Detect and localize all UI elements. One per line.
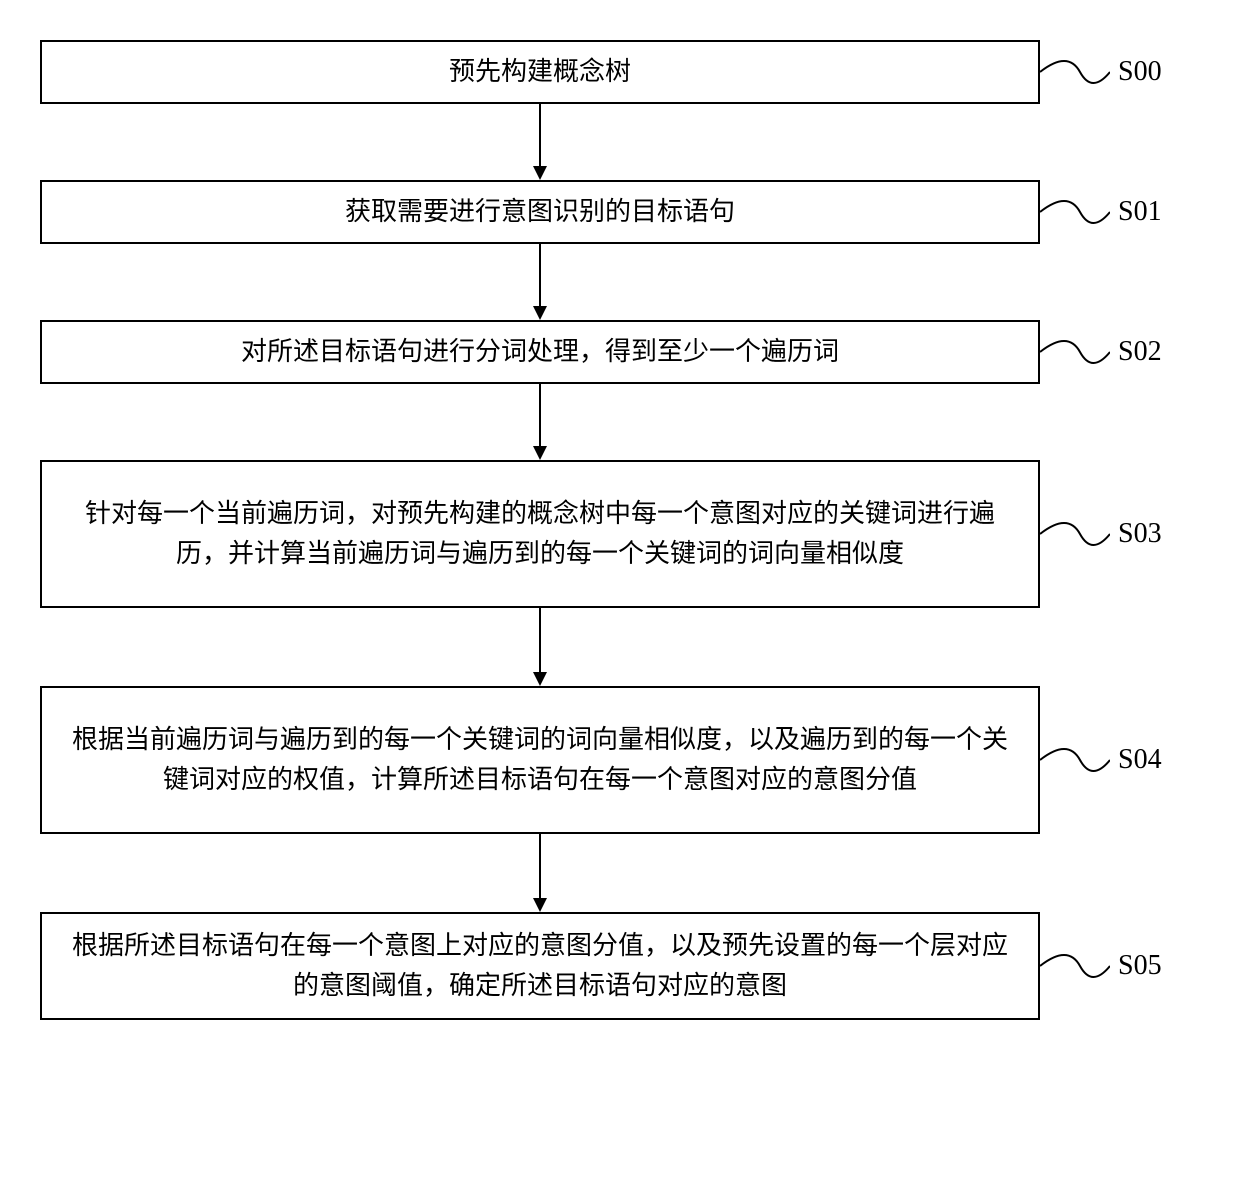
arrow-connector <box>530 244 550 320</box>
step-box-s02: 对所述目标语句进行分词处理，得到至少一个遍历词 <box>40 320 1040 384</box>
arrow-connector <box>530 104 550 180</box>
step-text: 预先构建概念树 <box>449 52 631 92</box>
step-text: 根据所述目标语句在每一个意图上对应的意图分值，以及预先设置的每一个层对应的意图阈… <box>62 926 1018 1007</box>
step-text: 根据当前遍历词与遍历到的每一个关键词的词向量相似度，以及遍历到的每一个关键词对应… <box>62 720 1018 801</box>
curve-connector <box>1040 336 1110 368</box>
step-label-s01: S01 <box>1118 196 1162 228</box>
step-label-s00: S00 <box>1118 56 1162 88</box>
arrow-connector <box>530 384 550 460</box>
step-label-s05: S05 <box>1118 950 1162 982</box>
step-label-s04: S04 <box>1118 744 1162 776</box>
step-text: 获取需要进行意图识别的目标语句 <box>345 192 735 232</box>
step-text: 对所述目标语句进行分词处理，得到至少一个遍历词 <box>241 332 839 372</box>
step-label-s03: S03 <box>1118 518 1162 550</box>
arrow-connector <box>530 608 550 686</box>
step-box-s05: 根据所述目标语句在每一个意图上对应的意图分值，以及预先设置的每一个层对应的意图阈… <box>40 912 1040 1020</box>
step-text: 针对每一个当前遍历词，对预先构建的概念树中每一个意图对应的关键词进行遍历，并计算… <box>62 494 1018 575</box>
curve-connector <box>1040 744 1110 776</box>
curve-connector <box>1040 950 1110 982</box>
step-box-s00: 预先构建概念树 <box>40 40 1040 104</box>
step-box-s04: 根据当前遍历词与遍历到的每一个关键词的词向量相似度，以及遍历到的每一个关键词对应… <box>40 686 1040 834</box>
step-box-s03: 针对每一个当前遍历词，对预先构建的概念树中每一个意图对应的关键词进行遍历，并计算… <box>40 460 1040 608</box>
arrow-connector <box>530 834 550 912</box>
curve-connector <box>1040 518 1110 550</box>
curve-connector <box>1040 56 1110 88</box>
curve-connector <box>1040 196 1110 228</box>
step-box-s01: 获取需要进行意图识别的目标语句 <box>40 180 1040 244</box>
step-label-s02: S02 <box>1118 336 1162 368</box>
